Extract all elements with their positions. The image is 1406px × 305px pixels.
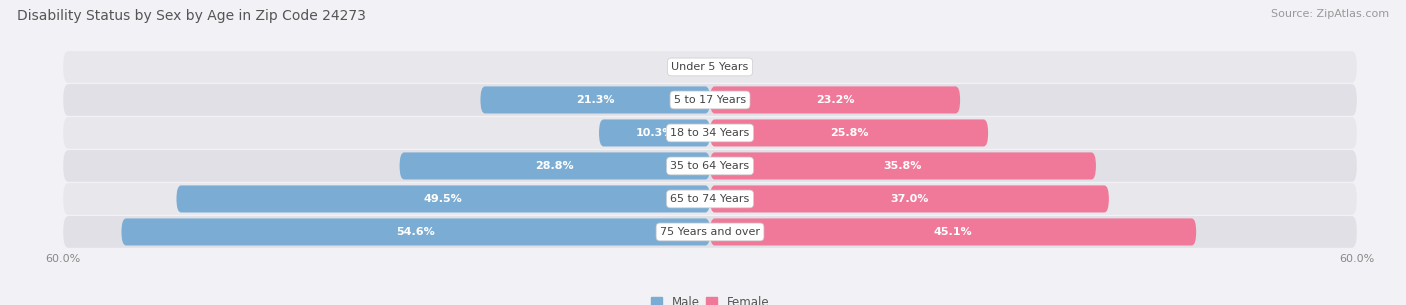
Text: 35.8%: 35.8% <box>884 161 922 171</box>
Text: 25.8%: 25.8% <box>830 128 869 138</box>
FancyBboxPatch shape <box>710 218 1197 246</box>
FancyBboxPatch shape <box>63 216 1357 248</box>
Text: Disability Status by Sex by Age in Zip Code 24273: Disability Status by Sex by Age in Zip C… <box>17 9 366 23</box>
FancyBboxPatch shape <box>63 84 1357 116</box>
Text: 21.3%: 21.3% <box>576 95 614 105</box>
Text: Under 5 Years: Under 5 Years <box>672 62 748 72</box>
Text: 5 to 17 Years: 5 to 17 Years <box>673 95 747 105</box>
Text: 75 Years and over: 75 Years and over <box>659 227 761 237</box>
FancyBboxPatch shape <box>599 120 710 146</box>
FancyBboxPatch shape <box>63 51 1357 83</box>
Text: Source: ZipAtlas.com: Source: ZipAtlas.com <box>1271 9 1389 19</box>
Text: 23.2%: 23.2% <box>815 95 855 105</box>
Text: 54.6%: 54.6% <box>396 227 434 237</box>
Text: 0.0%: 0.0% <box>718 62 747 72</box>
FancyBboxPatch shape <box>63 117 1357 149</box>
Text: 65 to 74 Years: 65 to 74 Years <box>671 194 749 204</box>
FancyBboxPatch shape <box>399 152 710 179</box>
FancyBboxPatch shape <box>710 185 1109 213</box>
Text: 0.0%: 0.0% <box>673 62 702 72</box>
FancyBboxPatch shape <box>710 120 988 146</box>
Text: 28.8%: 28.8% <box>536 161 574 171</box>
Text: 45.1%: 45.1% <box>934 227 973 237</box>
Text: 35 to 64 Years: 35 to 64 Years <box>671 161 749 171</box>
FancyBboxPatch shape <box>710 152 1095 179</box>
FancyBboxPatch shape <box>177 185 710 213</box>
FancyBboxPatch shape <box>121 218 710 246</box>
Text: 10.3%: 10.3% <box>636 128 673 138</box>
FancyBboxPatch shape <box>481 86 710 113</box>
FancyBboxPatch shape <box>63 183 1357 215</box>
Text: 49.5%: 49.5% <box>423 194 463 204</box>
Text: 18 to 34 Years: 18 to 34 Years <box>671 128 749 138</box>
FancyBboxPatch shape <box>63 150 1357 182</box>
Text: 37.0%: 37.0% <box>890 194 928 204</box>
Legend: Male, Female: Male, Female <box>651 296 769 305</box>
FancyBboxPatch shape <box>710 86 960 113</box>
